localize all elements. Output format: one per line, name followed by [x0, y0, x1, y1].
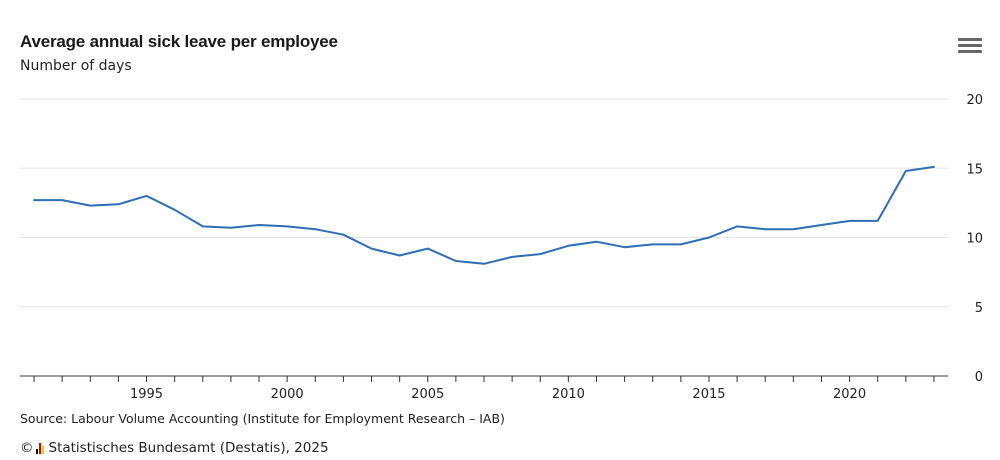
footer: © Statistisches Bundesamt (Destatis), 20… [20, 440, 329, 456]
logo-bar-red [38, 442, 41, 454]
destatis-logo-icon [35, 442, 45, 454]
x-tick-label: 2010 [552, 387, 585, 400]
menu-bar-icon [958, 50, 982, 53]
logo-bar-gold [41, 445, 44, 454]
menu-bar-icon [958, 44, 982, 47]
y-tick-label: 5 [975, 301, 983, 316]
chart-title: Average annual sick leave per employee [20, 32, 338, 51]
x-tick-label: 2015 [692, 387, 725, 400]
y-tick-label: 20 [966, 93, 983, 108]
logo-bar-black [35, 448, 38, 454]
line-chart: 0 5 10 15 20 1995 2000 2005 2010 2015 2020 [20, 93, 983, 400]
menu-bar-icon [958, 38, 982, 41]
source-note: Source: Labour Volume Accounting (Instit… [20, 411, 505, 426]
y-tick-label: 10 [966, 232, 983, 247]
y-tick-label: 0 [975, 370, 983, 385]
copyright-symbol: © [20, 440, 34, 456]
chart-subtitle: Number of days [20, 58, 132, 74]
hamburger-menu-icon[interactable] [958, 38, 982, 58]
x-tick-label: 1995 [130, 387, 163, 400]
series-line [33, 165, 935, 265]
y-tick-label: 15 [966, 162, 983, 177]
copyright-text: Statistisches Bundesamt (Destatis), 2025 [48, 440, 329, 456]
x-tick-label: 2020 [833, 387, 866, 400]
x-tick-label: 2000 [271, 387, 304, 400]
x-tick-label: 2005 [411, 387, 444, 400]
